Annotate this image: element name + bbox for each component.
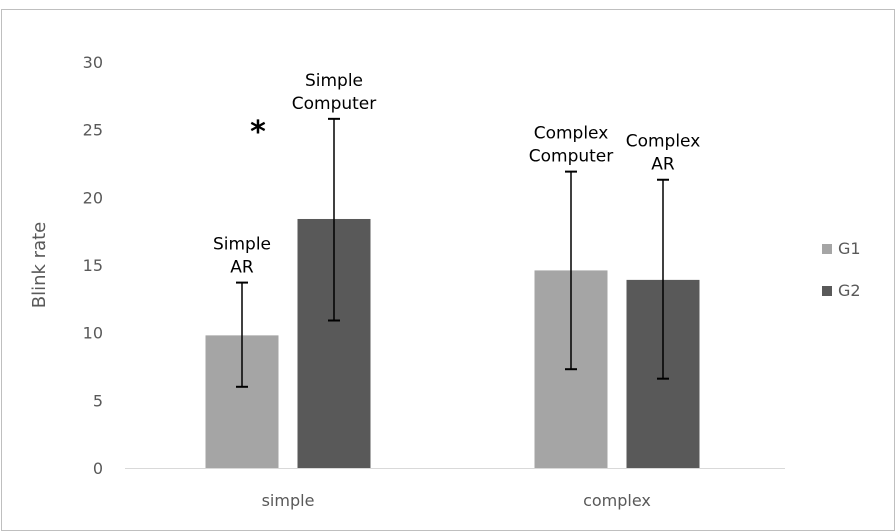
bar-annotation: Simple	[213, 235, 271, 255]
legend-swatch	[822, 244, 832, 254]
legend-label: G2	[838, 281, 861, 300]
significance-marker: *	[250, 115, 266, 150]
y-tick-label: 30	[83, 53, 103, 72]
y-tick-label: 10	[83, 324, 103, 343]
bar-annotation: Complex	[626, 132, 701, 152]
legend-label: G1	[838, 239, 861, 258]
bar-annotation: Computer	[529, 147, 614, 167]
bar-annotation: Simple	[305, 71, 363, 91]
chart-border	[1, 9, 895, 531]
bar-annotation: AR	[230, 258, 254, 278]
y-tick-label: 5	[93, 391, 103, 410]
x-category-label: simple	[262, 491, 315, 510]
bar-annotation: Computer	[292, 94, 377, 114]
x-category-label: complex	[583, 491, 651, 510]
y-axis-title: Blink rate	[29, 222, 50, 308]
legend-swatch	[822, 286, 832, 296]
y-tick-label: 25	[83, 121, 103, 140]
y-tick-label: 20	[83, 188, 103, 207]
bar-annotation: AR	[651, 155, 675, 175]
bar-annotation: Complex	[534, 124, 609, 144]
y-tick-label: 0	[93, 459, 103, 478]
y-tick-label: 15	[83, 256, 103, 275]
